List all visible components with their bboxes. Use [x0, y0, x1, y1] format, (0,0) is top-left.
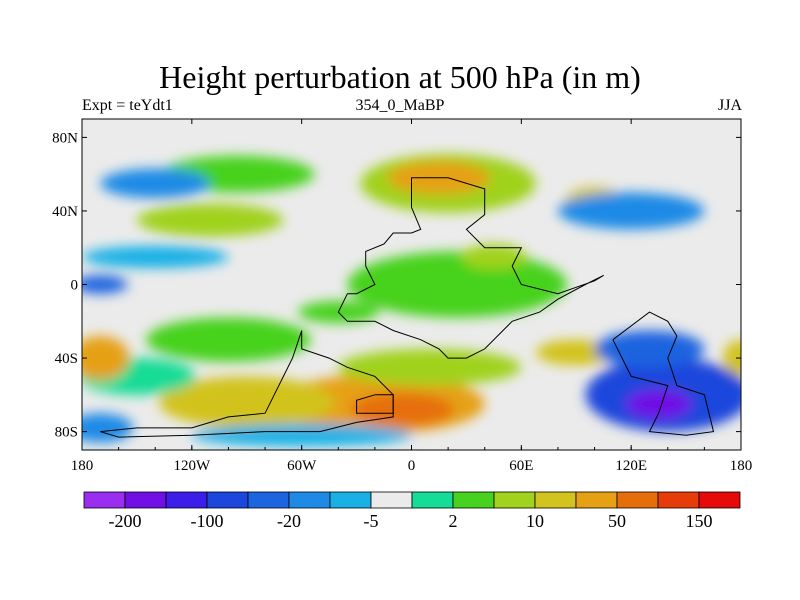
y-tick-label: 40N — [52, 204, 78, 220]
contour-field — [82, 119, 741, 450]
anomaly-blob-5 — [146, 317, 311, 362]
y-tick-label: 80N — [52, 130, 78, 146]
x-tick-label: 180 — [730, 458, 753, 474]
outline-mid-block — [356, 394, 394, 414]
colorbar-swatch — [534, 491, 577, 509]
colorbar-swatch — [247, 491, 290, 509]
colorbar: -200 -100 -20 -5 2 10 50 150 — [83, 491, 741, 531]
anomaly-blob-17 — [82, 245, 229, 268]
continent-outlines — [100, 177, 715, 438]
anomaly-blob-21 — [625, 389, 692, 419]
x-tick-label: 120E — [615, 458, 647, 474]
anomaly-blob-18 — [557, 192, 705, 230]
colorbar-swatch — [493, 491, 536, 509]
colorbar-label: 50 — [608, 511, 626, 531]
x-tick-label: 60W — [287, 458, 317, 474]
colorbar-swatch — [288, 491, 331, 509]
anomaly-blob-11 — [460, 244, 527, 270]
colorbar-label: 10 — [526, 511, 544, 531]
anomaly-blob-25 — [82, 275, 128, 294]
chart-title: Height perturbation at 500 hPa (in m) — [159, 59, 641, 95]
anomaly-blob-24 — [82, 413, 134, 443]
x-tick-label: 60E — [509, 458, 533, 474]
anomaly-blob-15 — [722, 339, 741, 377]
colorbar-swatch — [657, 491, 700, 509]
colorbar-swatch — [452, 491, 495, 509]
colorbar-swatch — [616, 491, 659, 509]
x-tick-label: 120W — [173, 458, 211, 474]
colorbar-label: -100 — [191, 511, 224, 531]
y-tick-label: 40S — [55, 351, 78, 367]
period-label: 354_0_MaBP — [355, 97, 445, 114]
colorbar-swatch — [575, 491, 618, 509]
anomaly-blob-19 — [100, 168, 211, 199]
anomaly-blob-22 — [594, 330, 705, 368]
colorbar-label: 150 — [686, 511, 713, 531]
anomaly-blob-14 — [82, 335, 130, 381]
season-label: JJA — [717, 97, 742, 114]
colorbar-swatch — [165, 491, 208, 509]
colorbar-swatch — [83, 491, 126, 509]
anomaly-blob-1 — [351, 392, 454, 427]
y-tick-label: 80S — [55, 425, 78, 441]
colorbar-swatch — [124, 491, 167, 509]
colorbar-label: -20 — [277, 511, 301, 531]
colorbar-swatch — [206, 491, 249, 509]
outline-antarctica-east — [612, 311, 715, 436]
anomaly-blob-10 — [347, 251, 568, 318]
y-tick-label: 0 — [71, 278, 79, 294]
x-tick-label: 0 — [408, 458, 416, 474]
colorbar-swatch — [370, 491, 413, 509]
colorbar-swatch — [329, 491, 372, 509]
colorbar-swatch — [698, 491, 741, 509]
anomaly-blob-3 — [338, 348, 522, 386]
x-tick-label: 180 — [71, 458, 94, 474]
colorbar-swatch — [411, 491, 454, 509]
outline-south-america — [100, 330, 394, 438]
outline-africa-europe — [337, 177, 604, 359]
colorbar-label: 2 — [449, 511, 458, 531]
anomaly-blob-9 — [136, 203, 284, 237]
axes: 180 120W 60W 0 60E 120E 180 80N 40N 0 40S 80S — [52, 119, 752, 474]
anomaly-blob-23 — [191, 424, 412, 447]
colorbar-label: -5 — [364, 511, 379, 531]
colorbar-label: -200 — [109, 511, 142, 531]
anomaly-blob-2 — [158, 376, 335, 428]
experiment-label: Expt = teYdt1 — [82, 97, 173, 114]
